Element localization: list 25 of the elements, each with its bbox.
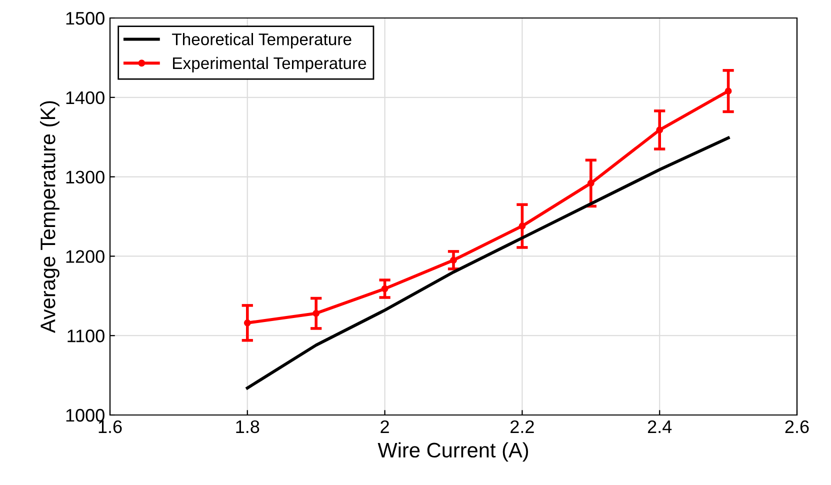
x-tick-label: 2 xyxy=(380,420,389,433)
x-tick-label: 1.8 xyxy=(236,420,260,434)
point xyxy=(450,256,457,264)
point xyxy=(724,88,732,95)
x-tick-label: 2.6 xyxy=(785,420,809,434)
x-axis-title: Wire Current (A) xyxy=(378,442,528,462)
y-tick-label: 1400 xyxy=(66,91,104,104)
line-series xyxy=(246,136,730,390)
point xyxy=(656,126,664,134)
point xyxy=(312,310,320,317)
x-tick-label: 1.6 xyxy=(98,420,122,434)
y-tick-label: 1200 xyxy=(66,250,104,263)
y-tick-label: 1300 xyxy=(66,170,104,184)
y-axis-title: Average Temperature (K) xyxy=(40,101,60,334)
point xyxy=(244,319,251,326)
x-tick-label: 2.4 xyxy=(648,420,672,433)
y-tick-label: 1500 xyxy=(66,12,104,25)
legend-label: Theoretical Temperature xyxy=(172,33,352,49)
point xyxy=(587,180,594,187)
y-tick-label: 1100 xyxy=(68,330,104,342)
point xyxy=(381,285,388,292)
x-tick-label: 2.2 xyxy=(510,420,534,433)
legend-label: Experimental Temperature xyxy=(173,56,366,72)
y-tick-label: 1000 xyxy=(66,408,104,422)
point xyxy=(518,222,526,230)
